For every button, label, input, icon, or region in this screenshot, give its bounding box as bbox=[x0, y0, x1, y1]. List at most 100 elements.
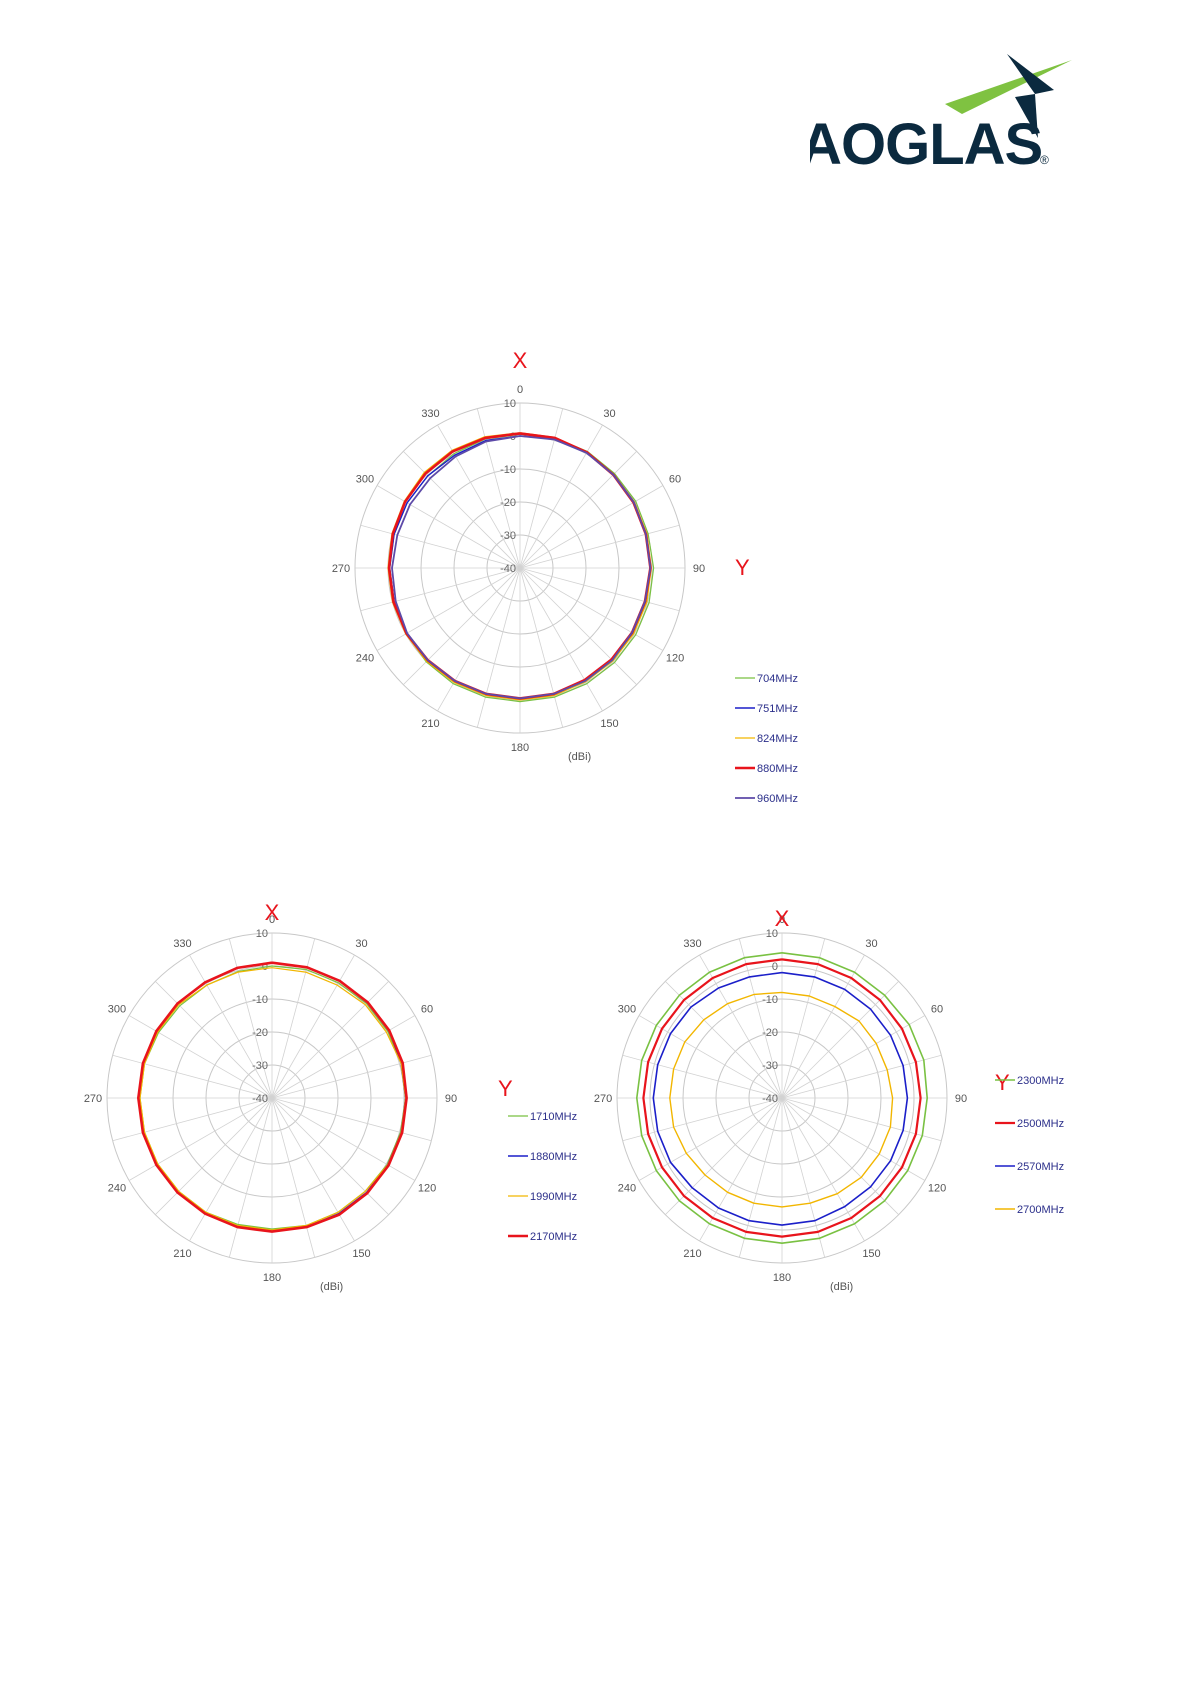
grid-spoke bbox=[360, 567, 521, 612]
grid-spoke bbox=[519, 485, 664, 569]
logo-star-dark-tail bbox=[1015, 94, 1038, 138]
radial-tick-label: 10 bbox=[504, 398, 516, 410]
grid-spoke bbox=[189, 954, 273, 1099]
grid-spoke bbox=[228, 1097, 273, 1258]
angle-tick-label: 60 bbox=[931, 1004, 943, 1016]
angle-tick-label: 300 bbox=[356, 474, 374, 486]
grid-spoke bbox=[699, 1097, 783, 1242]
x-axis-tag: X bbox=[265, 900, 280, 925]
series-line-2300MHz bbox=[635, 952, 929, 1245]
angle-tick-label: 330 bbox=[683, 938, 701, 950]
grid-spoke bbox=[112, 1097, 273, 1142]
logo-wordmark: TAOGLAS bbox=[810, 112, 1042, 177]
legend: 2300MHz 2500MHz 2570MHz 2700MHz bbox=[995, 1075, 1064, 1216]
angle-tick-label: 300 bbox=[618, 1004, 636, 1016]
logo-star-icon: TAOGLAS ® bbox=[770, 54, 1072, 177]
radial-tick-label: -10 bbox=[500, 464, 516, 476]
grid-spoke bbox=[112, 1054, 273, 1099]
angle-tick-label: 30 bbox=[355, 938, 367, 950]
polar-grid bbox=[616, 932, 948, 1264]
polar-chart-high-band: 10 0 -10 -20 -30 -40 0 30 60 90 120 150 180 210 240 270… bbox=[594, 906, 1120, 1370]
angle-tick-label: 150 bbox=[862, 1248, 880, 1260]
legend-label: 2300MHz bbox=[1017, 1075, 1064, 1087]
legend-label: 880MHz bbox=[757, 763, 798, 775]
angle-tick-label: 90 bbox=[693, 563, 705, 575]
angle-tick-label: 30 bbox=[603, 408, 615, 420]
radial-tick-label: -20 bbox=[500, 497, 516, 509]
angle-tick-label: 270 bbox=[594, 1093, 612, 1105]
grid-spoke bbox=[781, 938, 826, 1099]
angle-tick-label: 90 bbox=[445, 1093, 457, 1105]
grid-spoke bbox=[519, 567, 664, 651]
angle-tick-label: 210 bbox=[683, 1248, 701, 1260]
grid-spoke bbox=[622, 1054, 783, 1099]
radial-tick-label: 10 bbox=[766, 928, 778, 940]
series-line-2500MHz bbox=[642, 958, 922, 1238]
grid-spoke bbox=[519, 408, 564, 569]
angle-tick-label: 60 bbox=[421, 1004, 433, 1016]
grid-spoke bbox=[519, 424, 603, 569]
logo-star-dark-blade bbox=[1007, 54, 1054, 94]
angle-tick-label: 210 bbox=[173, 1248, 191, 1260]
legend-label: 960MHz bbox=[757, 793, 798, 805]
grid-spoke bbox=[622, 1097, 783, 1142]
grid-spoke bbox=[271, 981, 389, 1099]
legend-label: 751MHz bbox=[757, 703, 798, 715]
grid-spoke bbox=[271, 1097, 316, 1258]
grid-spoke bbox=[519, 567, 564, 728]
radial-tick-label: -40 bbox=[500, 563, 516, 575]
grid-spoke bbox=[271, 1054, 432, 1099]
polar-chart-svg: 100-10-20-30-400306090120150180210240270… bbox=[594, 906, 1064, 1293]
y-axis-tag: Y bbox=[498, 1076, 513, 1101]
radial-tick-label: -30 bbox=[500, 530, 516, 542]
series-line-1990MHz bbox=[139, 967, 407, 1231]
grid-spoke bbox=[155, 981, 273, 1099]
unit-label: (dBi) bbox=[830, 1281, 853, 1293]
grid-spoke bbox=[128, 1097, 273, 1181]
polar-chart-mid-band: 10 0 -10 -20 -30 -40 0 30 60 90 120 150 180 210 240 270… bbox=[80, 900, 600, 1370]
radial-tick-label: -30 bbox=[762, 1060, 778, 1072]
angle-tick-label: 240 bbox=[356, 653, 374, 665]
legend-label: 1990MHz bbox=[530, 1191, 577, 1203]
grid-spoke bbox=[271, 1097, 389, 1215]
angle-tick-label: 180 bbox=[263, 1272, 281, 1284]
unit-label: (dBi) bbox=[320, 1281, 343, 1293]
grid-spoke bbox=[403, 451, 521, 569]
radial-tick-label: 10 bbox=[256, 928, 268, 940]
radial-tick-label: -10 bbox=[762, 994, 778, 1006]
angle-tick-label: 210 bbox=[421, 718, 439, 730]
angle-tick-label: 30 bbox=[865, 938, 877, 950]
polar-grid bbox=[106, 932, 438, 1264]
grid-spoke bbox=[738, 1097, 783, 1258]
grid-spoke bbox=[781, 981, 899, 1099]
logo-registered-mark: ® bbox=[1040, 153, 1049, 167]
grid-spoke bbox=[189, 1097, 273, 1242]
grid-spoke bbox=[781, 1054, 942, 1099]
grid-spoke bbox=[781, 1015, 926, 1099]
angle-tick-label: 120 bbox=[666, 653, 684, 665]
legend-label: 2570MHz bbox=[1017, 1161, 1064, 1173]
legend-label: 1710MHz bbox=[530, 1111, 577, 1123]
series-line-960MHz bbox=[391, 435, 652, 700]
polar-grid bbox=[354, 402, 686, 734]
legend-label: 2700MHz bbox=[1017, 1204, 1064, 1216]
angle-tick-label: 240 bbox=[108, 1183, 126, 1195]
grid-spoke bbox=[360, 524, 521, 569]
grid-spoke bbox=[519, 567, 637, 685]
grid-spoke bbox=[781, 954, 865, 1099]
grid-spoke bbox=[781, 1097, 926, 1181]
polar-chart-low-band: 10 0 -10 -20 -30 -40 0 30 60 90 120 150 180 210 240 270… bbox=[330, 348, 870, 830]
grid-spoke bbox=[519, 451, 637, 569]
y-axis-tag: Y bbox=[735, 555, 750, 580]
grid-spoke bbox=[519, 524, 680, 569]
grid-spoke bbox=[376, 567, 521, 651]
angle-tick-label: 300 bbox=[108, 1004, 126, 1016]
grid-spoke bbox=[665, 1097, 783, 1215]
x-axis-tag: X bbox=[513, 348, 528, 373]
series-line-2570MHz bbox=[652, 971, 909, 1226]
angle-tick-label: 0 bbox=[779, 914, 785, 926]
grid-spoke bbox=[738, 938, 783, 1099]
grid-spoke bbox=[271, 1097, 432, 1142]
grid-spoke bbox=[781, 1097, 899, 1215]
radial-tick-label: -30 bbox=[252, 1060, 268, 1072]
